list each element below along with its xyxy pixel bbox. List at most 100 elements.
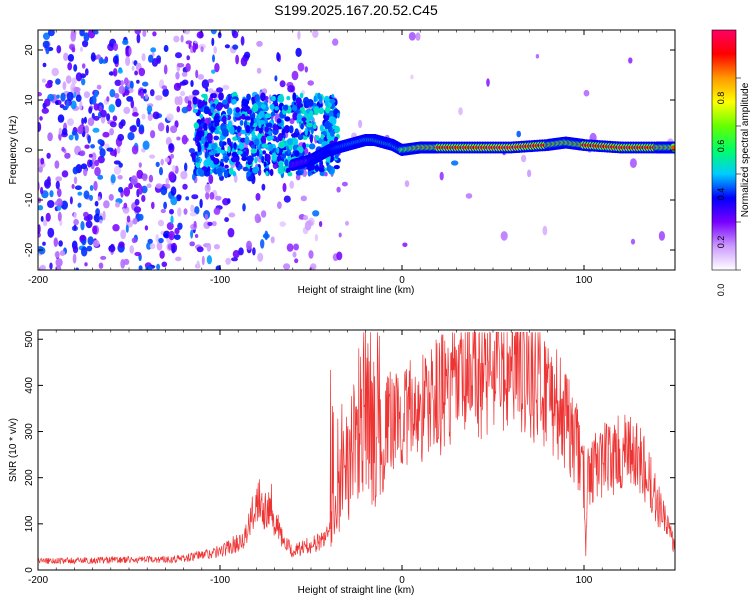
heatmap-cell xyxy=(270,236,275,244)
heatmap-cell xyxy=(46,152,51,159)
heatmap-cell xyxy=(193,122,200,129)
heatmap-cell xyxy=(83,91,90,99)
heatmap-cell xyxy=(94,166,101,177)
y-tick-label: 100 xyxy=(24,515,35,532)
heatmap-cell xyxy=(54,251,60,258)
heatmap-cell xyxy=(60,92,66,102)
heatmap-cell xyxy=(404,180,410,188)
heatmap-cell xyxy=(171,244,176,254)
heatmap-cell xyxy=(203,106,210,115)
heatmap-cell xyxy=(66,100,70,109)
heatmap-cell xyxy=(38,122,42,132)
heatmap-cell xyxy=(205,87,209,92)
heatmap-cell xyxy=(47,227,55,238)
heatmap-cell xyxy=(77,191,83,196)
heatmap-cell xyxy=(38,205,44,211)
heatmap-cell xyxy=(94,159,100,167)
heatmap-cell xyxy=(312,30,319,38)
heatmap-cell xyxy=(91,152,97,162)
heatmap-cell xyxy=(305,143,310,148)
heatmap-cell xyxy=(195,69,199,79)
heatmap-cell xyxy=(115,98,122,108)
colorbar: 0.0 0.2 0.4 0.6 0.8 Normalized spectral ampl… xyxy=(711,29,750,297)
heatmap-cell xyxy=(254,213,261,224)
heatmap-cell xyxy=(40,215,44,222)
heatmap-cell xyxy=(255,94,260,102)
snr-line xyxy=(38,331,675,565)
heatmap-cell xyxy=(61,200,68,210)
heatmap-cell xyxy=(38,246,46,255)
heatmap-cell xyxy=(325,105,331,114)
heatmap-cell xyxy=(289,180,295,189)
heatmap-cell xyxy=(312,124,317,129)
heatmap-cell xyxy=(191,194,199,200)
heatmap-cell xyxy=(109,150,117,156)
heatmap-cell xyxy=(177,207,182,217)
heatmap-cell xyxy=(252,166,259,174)
heatmap-cell xyxy=(120,119,126,127)
heatmap-cell xyxy=(295,97,302,105)
heatmap-cell xyxy=(80,163,88,170)
heatmap-cell xyxy=(292,92,297,102)
heatmap-cell xyxy=(244,135,250,145)
heatmap-cell xyxy=(283,263,291,270)
heatmap-cell xyxy=(100,255,107,260)
heatmap-cell xyxy=(113,43,118,51)
heatmap-cell xyxy=(213,115,220,123)
heatmap-trace-core xyxy=(670,145,675,150)
heatmap-cell xyxy=(278,133,283,142)
heatmap-cell xyxy=(45,212,51,222)
heatmap-cell xyxy=(279,80,286,88)
heatmap-cell xyxy=(108,194,114,201)
heatmap-cell xyxy=(51,67,59,77)
colorbar-label: Normalized spectral amplitude xyxy=(740,82,750,217)
heatmap-cell xyxy=(240,36,245,46)
heatmap-cell xyxy=(40,157,45,165)
heatmap-cell xyxy=(73,86,81,93)
heatmap-cell xyxy=(92,225,98,235)
heatmap-cell xyxy=(227,145,231,154)
heatmap-cell xyxy=(211,69,216,74)
heatmap-cell xyxy=(217,31,222,39)
heatmap-cell xyxy=(308,143,316,150)
heatmap-cell xyxy=(191,152,196,161)
heatmap-cell xyxy=(628,57,633,64)
heatmap-cell xyxy=(336,112,340,119)
heatmap-cell xyxy=(206,132,213,141)
heatmap-cell xyxy=(201,255,205,266)
heatmap-cell xyxy=(204,183,211,193)
heatmap-cell xyxy=(42,40,50,49)
heatmap-cell xyxy=(216,125,221,131)
heatmap-cell xyxy=(49,262,53,270)
colorbar-tick-label: 0.0 xyxy=(716,284,726,297)
heatmap-cell xyxy=(99,148,106,158)
heatmap-cell xyxy=(160,208,166,214)
heatmap-cell xyxy=(148,54,154,63)
heatmap-cell xyxy=(291,70,299,81)
heatmap-cell xyxy=(260,239,265,249)
heatmap-cell xyxy=(38,232,41,238)
heatmap-cell xyxy=(97,196,101,201)
heatmap-cell xyxy=(186,55,190,61)
heatmap-cell xyxy=(227,198,231,204)
heatmap-cell xyxy=(232,250,240,259)
heatmap-cell xyxy=(267,130,273,136)
heatmap-cell xyxy=(333,165,340,170)
heatmap-cell xyxy=(330,116,337,126)
heatmap-cell xyxy=(138,162,142,168)
heatmap-cell xyxy=(71,130,76,136)
heatmap-cell xyxy=(301,117,307,122)
heatmap-cell xyxy=(45,82,52,89)
heatmap-cell xyxy=(47,132,53,142)
heatmap-cell xyxy=(144,225,149,231)
heatmap-cell xyxy=(300,195,307,202)
heatmap-cell xyxy=(112,224,120,232)
heatmap-cell xyxy=(44,98,51,107)
heatmap-cell xyxy=(73,218,79,226)
heatmap-cell xyxy=(79,100,83,111)
colorbar-tick-label: 0.8 xyxy=(716,92,726,105)
heatmap-cell xyxy=(176,106,181,113)
heatmap-cell xyxy=(177,222,183,230)
heatmap-cell xyxy=(55,78,61,85)
heatmap-cell xyxy=(269,168,274,177)
